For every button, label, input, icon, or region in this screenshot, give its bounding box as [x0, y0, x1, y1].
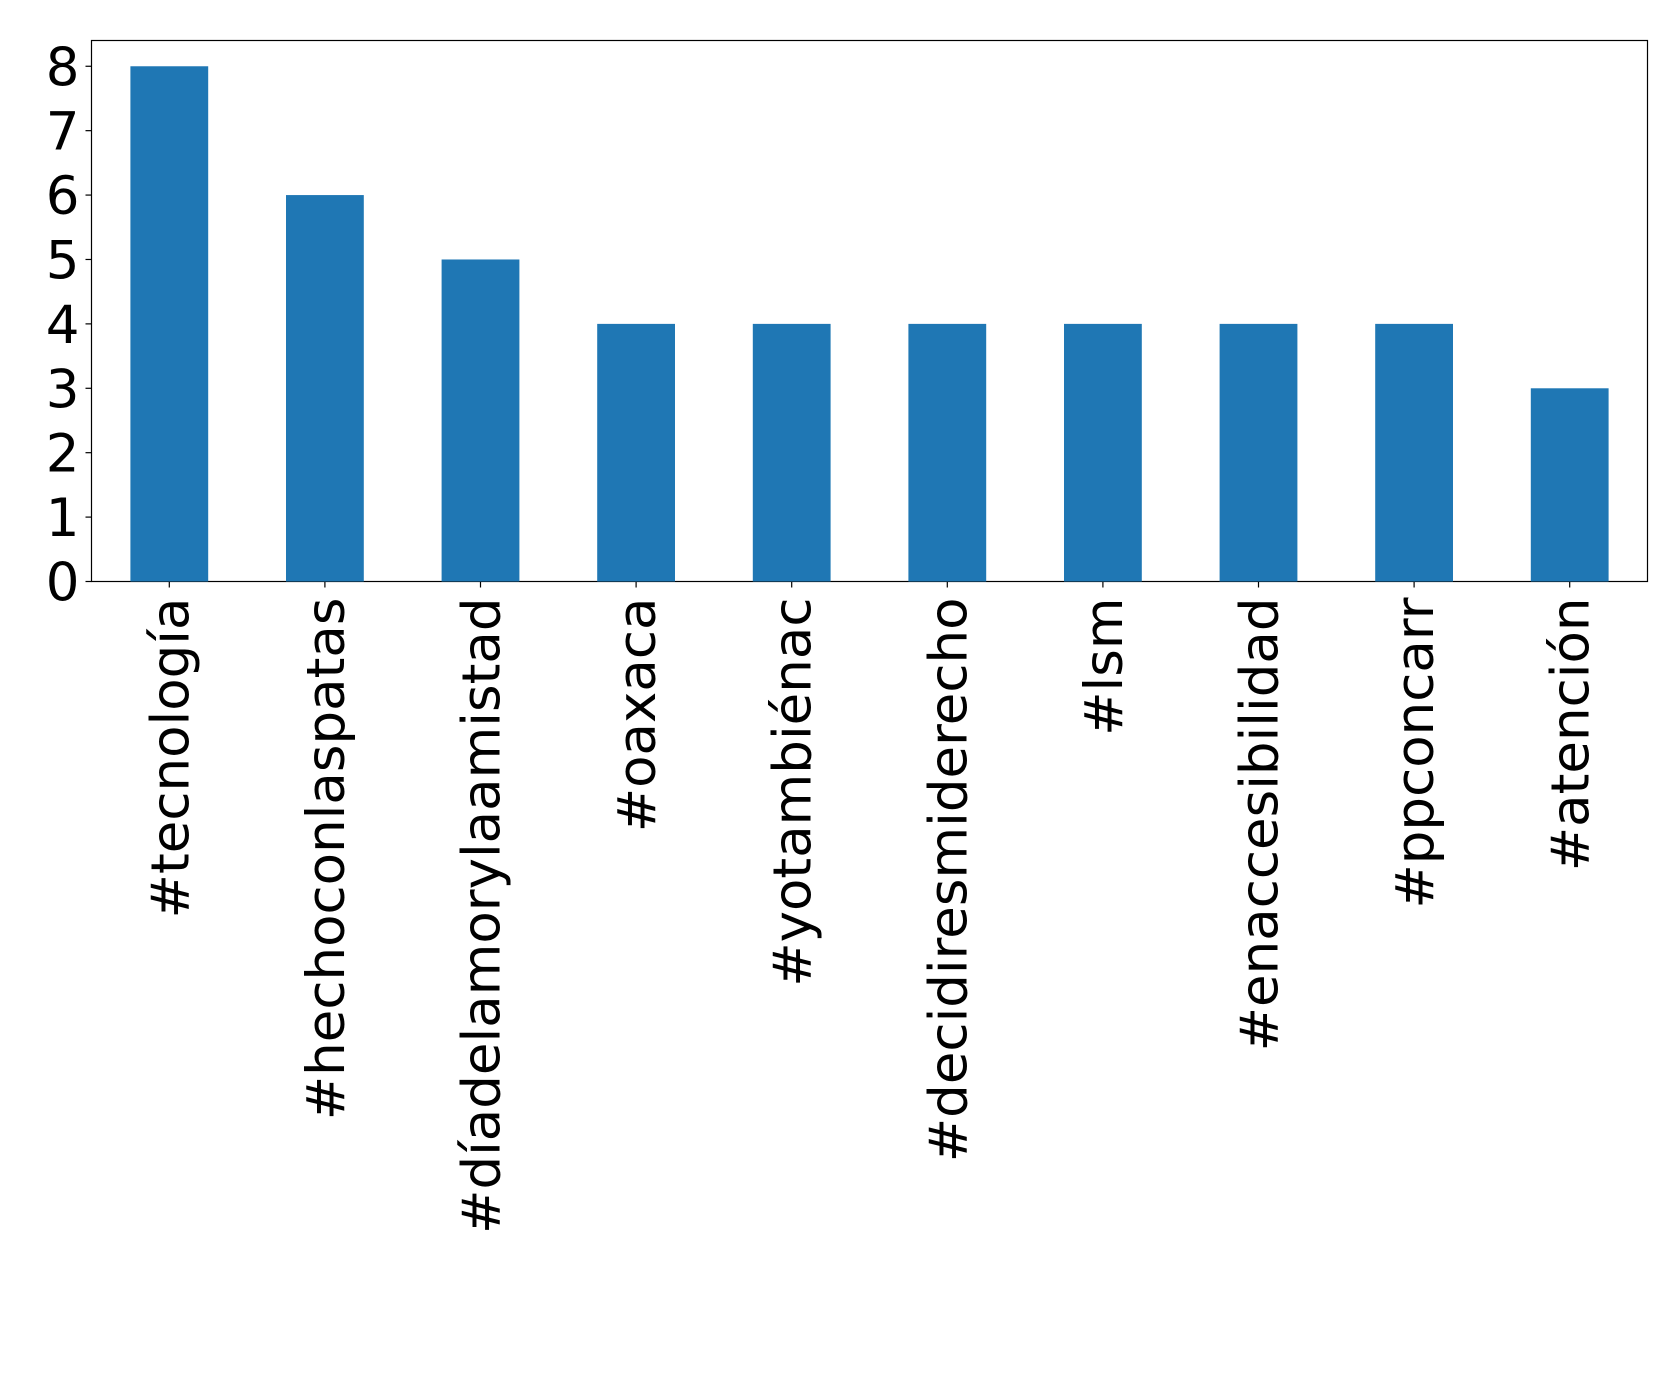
- bar: [1375, 323, 1453, 582]
- bar: [597, 323, 675, 582]
- plot-frame: [90, 39, 1649, 583]
- x-tick-label: #atención: [1541, 598, 1602, 872]
- bar: [908, 323, 987, 582]
- bar: [1219, 323, 1298, 582]
- y-tick-label: 3: [46, 359, 80, 420]
- y-tick-label: 1: [46, 488, 80, 549]
- x-tick-label: #decidiresmiderecho: [918, 598, 979, 1163]
- x-tick-label: #enaccesibilidad: [1230, 598, 1291, 1052]
- bar: [286, 195, 364, 582]
- x-tick-label: #ppconcarr: [1385, 597, 1446, 908]
- y-tick-label: 6: [46, 166, 80, 227]
- bar: [1064, 323, 1142, 582]
- y-tick-label: 8: [46, 37, 80, 98]
- y-tick-label: 4: [46, 295, 80, 356]
- bar: [130, 66, 209, 582]
- x-tick-label: #díadelamorylaamistad: [452, 598, 513, 1234]
- x-tick-label: #hechoconlaspatas: [296, 598, 357, 1121]
- y-tick-label: 7: [46, 102, 80, 163]
- y-tick-label: 2: [46, 424, 80, 485]
- bar: [441, 259, 520, 582]
- x-tick-label: #oaxaca: [607, 598, 668, 833]
- x-tick-label: #tecnología: [140, 598, 201, 919]
- y-tick-label: 5: [46, 230, 80, 291]
- bar: [752, 323, 831, 582]
- x-tick-label: #yotambiénac: [763, 598, 824, 987]
- x-tick-label: #lsm: [1074, 598, 1135, 736]
- bar: [1530, 388, 1609, 582]
- y-tick-label: 0: [46, 553, 80, 614]
